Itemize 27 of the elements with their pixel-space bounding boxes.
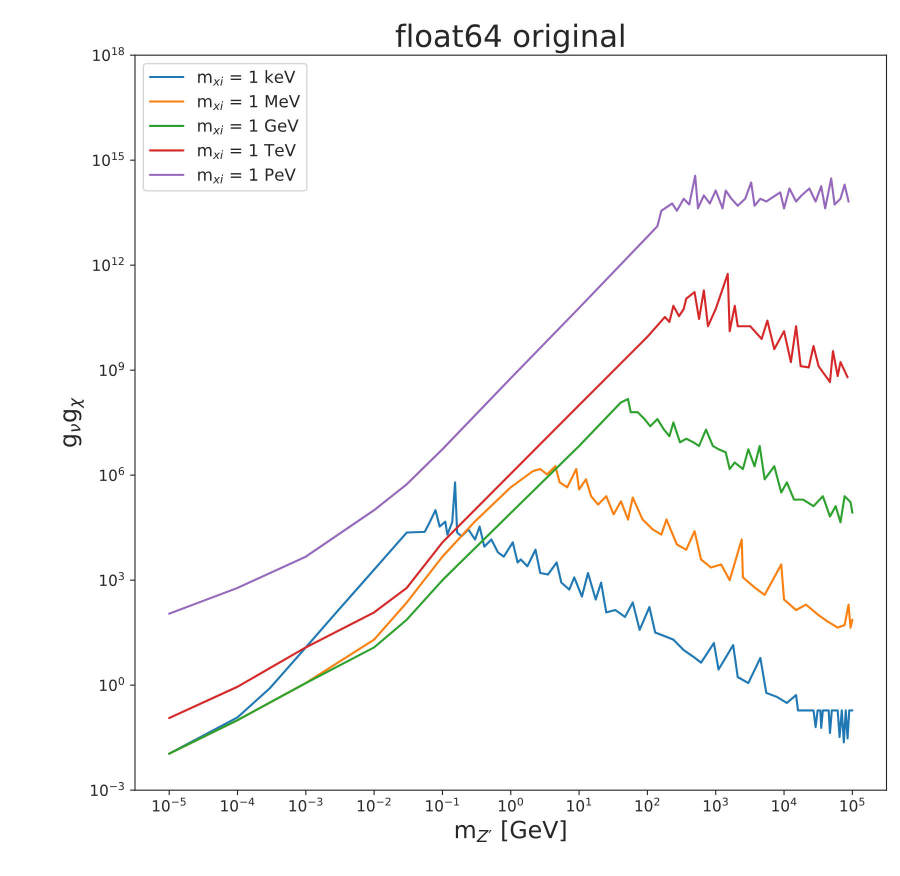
legend-label: m$_{xi}$ = 1 keV <box>198 70 296 86</box>
y-tick-label: 10$^{18}$ <box>93 47 124 62</box>
x-tick-label: 10$^{0}$ <box>499 798 524 812</box>
x-tick-label: 10$^{−3}$ <box>290 798 322 812</box>
y-tick-label: 10$^{0}$ <box>100 677 124 692</box>
x-tick-label: 10$^{−1}$ <box>426 798 459 812</box>
x-tick-label: 10$^{−5}$ <box>152 798 186 812</box>
y-tick-label: 10$^{15}$ <box>93 152 124 166</box>
x-tick-label: 10$^{3}$ <box>704 798 728 812</box>
legend-label: m$_{xi}$ = 1 PeV <box>198 168 296 184</box>
x-tick-label: 10$^{5}$ <box>840 798 864 812</box>
y-tick-label: 10$^{12}$ <box>93 257 124 272</box>
x-tick-label: 10$^{1}$ <box>567 798 592 812</box>
legend-label: m$_{xi}$ = 1 TeV <box>198 144 296 159</box>
x-tick-label: 10$^{2}$ <box>636 798 660 812</box>
chart-title: float64 original <box>396 24 624 54</box>
legend-label: m$_{xi}$ = 1 GeV <box>198 119 299 134</box>
legend-label: m$_{xi}$ = 1 MeV <box>198 95 300 110</box>
y-tick-label: 10$^{−3}$ <box>91 782 124 796</box>
x-tick-label: 10$^{−2}$ <box>358 798 390 812</box>
x-tick-label: 10$^{4}$ <box>772 798 796 812</box>
y-axis-title: g$_{ν}$g$_{χ}$ <box>63 397 84 447</box>
y-tick-label: 10$^{6}$ <box>100 467 124 482</box>
y-tick-label: 10$^{9}$ <box>100 362 124 376</box>
x-tick-label: 10$^{−4}$ <box>221 798 254 812</box>
x-axis-title: m$_{Z′}$ [GeV] <box>456 820 566 842</box>
y-tick-label: 10$^{3}$ <box>100 572 124 586</box>
